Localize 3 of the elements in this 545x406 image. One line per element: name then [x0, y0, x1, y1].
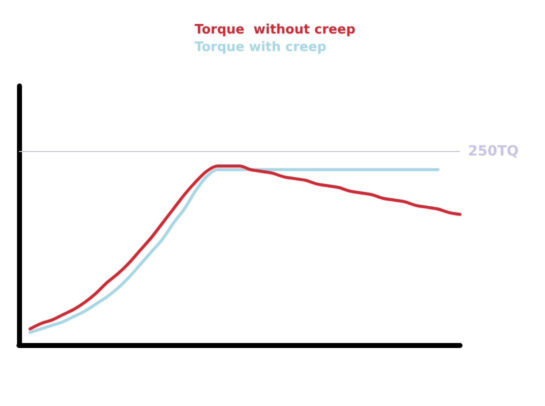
ref-line-label: 250TQ	[468, 144, 519, 160]
text: Torque with creep	[194, 40, 326, 55]
text: Torque without creep	[194, 22, 356, 38]
